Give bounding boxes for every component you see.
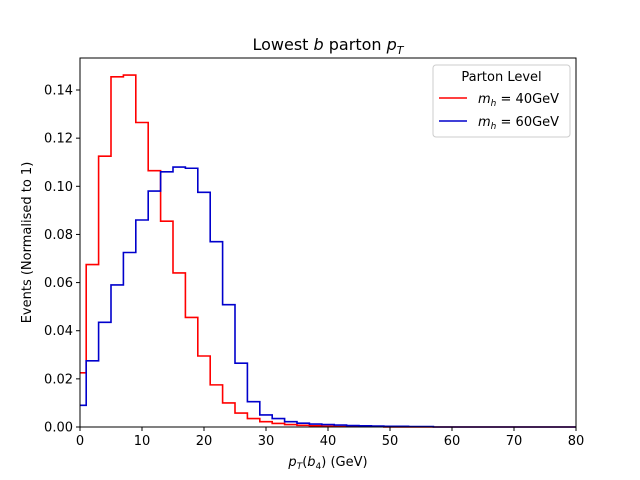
x-tick-label: 70 [506,434,523,449]
legend-title: Parton Level [461,70,541,85]
y-tick-label: 0.10 [44,180,73,195]
y-tick-label: 0.12 [44,132,73,147]
x-tick-label: 80 [568,434,585,449]
x-tick-label: 40 [320,434,337,449]
legend-box [432,64,571,138]
series-line-1 [80,166,576,428]
y-tick-label: 0.04 [44,324,73,339]
chart-title: Lowest b parton pT [252,35,404,57]
y-tick-label: 0.02 [44,372,73,387]
x-tick-label: 30 [258,434,275,449]
x-tick-label: 60 [444,434,461,449]
x-axis-label: pT(b4) (GeV) [287,455,367,472]
x-tick-label: 50 [382,434,399,449]
y-tick-label: 0.14 [44,84,73,99]
y-axis-label: Events (Normalised to 1) [20,162,35,324]
y-tick-label: 0.08 [44,228,73,243]
legend-entry-label: mh = 60GeV [478,115,559,132]
y-tick-label: 0.06 [44,276,73,291]
x-tick-label: 20 [196,434,213,449]
x-tick-label: 10 [134,434,151,449]
y-tick-label: 0.00 [44,421,73,436]
x-tick-label: 0 [76,434,84,449]
legend-entry-label: mh = 40GeV [478,92,559,109]
